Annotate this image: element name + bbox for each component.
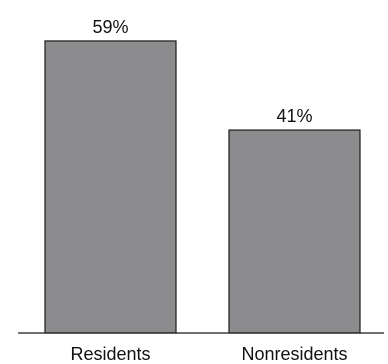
data-label-residents: 59% [92, 17, 128, 37]
bar-residents [44, 40, 177, 334]
x-tick-label-residents: Residents [70, 344, 150, 364]
labels-group: 59% Residents 41% Nonresidents [70, 17, 347, 364]
x-tick-label-nonresidents: Nonresidents [241, 344, 347, 364]
bars-group [44, 40, 361, 334]
data-label-nonresidents: 41% [276, 106, 312, 126]
bar-nonresidents [228, 129, 361, 334]
